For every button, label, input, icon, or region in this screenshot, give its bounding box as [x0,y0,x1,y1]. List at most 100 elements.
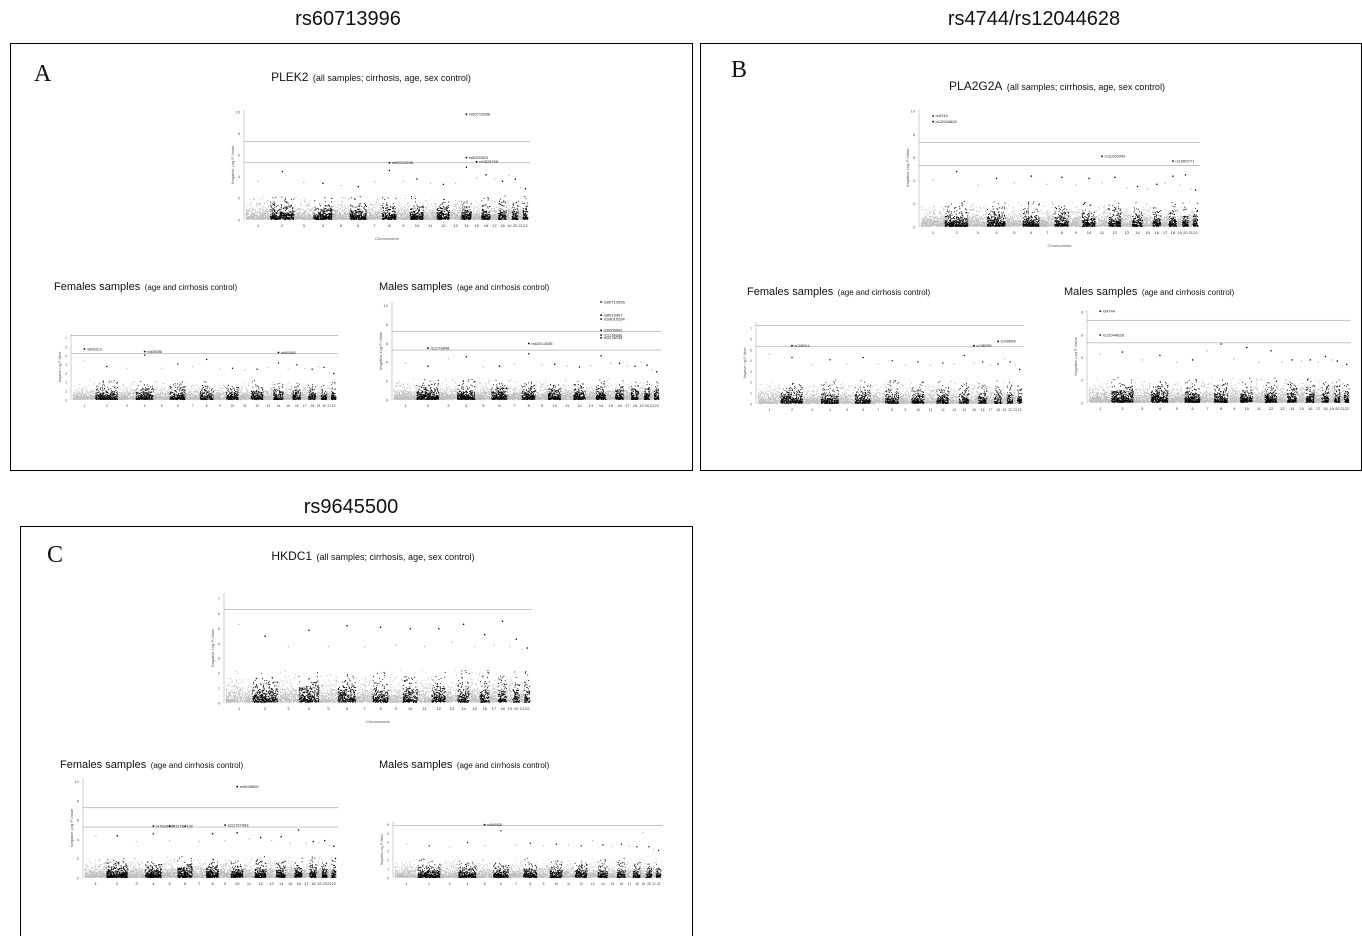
snp-point [328,216,330,218]
snp-point [304,211,306,213]
snp-point [263,216,265,218]
chromosome-peak-point [340,184,342,187]
y-tick-label: 4 [238,174,241,179]
snp-point [526,214,528,216]
snp-point [317,214,319,216]
x-tick-label: 5 [340,223,343,228]
snp-point [427,202,429,204]
snp-point [332,215,334,217]
snp-point [319,211,322,213]
snp-point [424,200,426,202]
snp-point [311,215,314,217]
snp-point [417,217,419,219]
snp-point [323,209,325,211]
snp-point [493,216,495,218]
snp-point [517,215,519,217]
snp-point [253,209,255,211]
snp-point [424,218,426,221]
snp-point [287,218,290,220]
snp-point [339,214,341,216]
snp-point [417,215,419,217]
snp-point [265,211,268,213]
snp-point [282,214,284,216]
snp-point [316,218,318,221]
snp-point [438,213,440,215]
snp-point [384,211,386,213]
snp-point [365,209,367,211]
snp-point [515,218,517,220]
x-tick-label: 7 [373,223,376,228]
snp-point [249,207,251,209]
snp-point [256,216,258,218]
snp-point [75,393,77,395]
snp-point [326,205,328,207]
section-title-b: rs4744/rs12044628 [948,8,1120,31]
snp-point [412,214,414,216]
snp-point [387,216,389,218]
snp-point [336,213,339,215]
snp-point [307,211,309,214]
snp-point [507,200,509,202]
snp-point [337,210,339,212]
snp-point [366,206,368,208]
snp-point [444,209,446,211]
snp-point [502,211,504,213]
snp-point [499,213,501,215]
snp-point [263,214,265,216]
snp-point [309,218,311,220]
snp-point [399,213,401,215]
snp-point [346,208,348,210]
snp-point [293,215,295,217]
snp-point [491,217,493,219]
snp-point [494,216,496,218]
snp-point [428,209,430,211]
snp-point [306,205,308,208]
snp-point [281,217,284,219]
snp-point [353,218,355,221]
snp-point [323,212,325,214]
snp-point [467,215,469,217]
snp-point [434,216,436,218]
snp-point [475,215,477,217]
snp-point [462,203,464,205]
snp-point [519,207,521,209]
snp-point [428,199,430,201]
snp-point [504,210,506,212]
snp-point [473,218,475,220]
snp-point [416,215,419,218]
snp-point [312,208,314,210]
snp-point [306,214,308,216]
snp-point [330,212,332,215]
snp-point [272,218,274,220]
snp-point [258,198,260,200]
snp-point [488,211,490,213]
snp-point [300,213,302,215]
snp-point [299,211,301,213]
snp-point [419,218,422,220]
chromosome-9-points [396,180,411,221]
snp-point [496,217,498,220]
snp-point [335,212,337,215]
y-tick-label: 2 [238,196,241,201]
snp-point [438,216,440,218]
snp-point [508,211,510,213]
snp-point [375,206,377,209]
snp-point [325,209,327,211]
snp-point [297,209,299,211]
snp-point [342,200,344,202]
snp-point [400,203,402,206]
snp-point [392,215,394,217]
x-tick-label: 3 [303,223,306,228]
snp-point [469,211,471,213]
snp-point [252,208,254,210]
snp-point [375,213,377,215]
snp-point [275,196,277,198]
snp-point [481,212,483,215]
snp-point [342,217,344,219]
snp-point [380,218,382,220]
snp-point [301,216,303,219]
snp-point [459,207,461,209]
snp-point [349,211,351,213]
snp-point [400,213,402,215]
snp-point [481,215,483,217]
